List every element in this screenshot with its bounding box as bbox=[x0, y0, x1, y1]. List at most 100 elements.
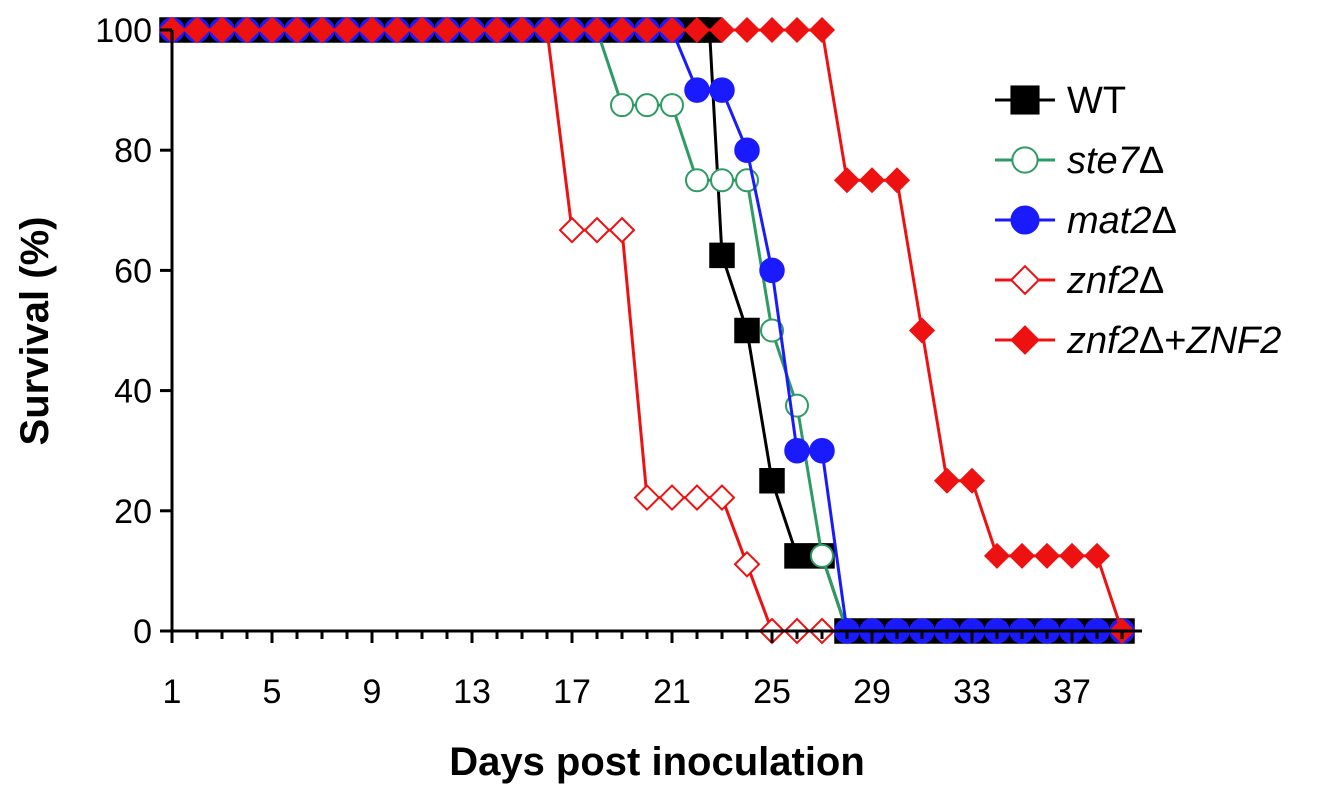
data-point bbox=[258, 16, 286, 44]
data-point bbox=[708, 16, 736, 44]
data-point bbox=[1083, 542, 1111, 569]
data-point bbox=[558, 16, 586, 44]
legend-label: znf2Δ bbox=[1066, 260, 1164, 302]
data-point bbox=[458, 16, 486, 44]
data-point bbox=[383, 16, 411, 44]
data-point bbox=[784, 543, 810, 569]
series-line-3 bbox=[172, 28, 822, 633]
data-point bbox=[784, 437, 810, 464]
data-point bbox=[710, 168, 734, 193]
x-tick-label: 33 bbox=[953, 673, 991, 711]
data-point bbox=[733, 550, 761, 578]
legend-item-2: mat2Δ bbox=[995, 200, 1177, 242]
data-point bbox=[734, 137, 760, 163]
data-point bbox=[783, 16, 811, 44]
data-point bbox=[734, 317, 760, 344]
data-point bbox=[883, 167, 911, 194]
series-line-4 bbox=[172, 28, 1124, 632]
data-point bbox=[610, 93, 634, 118]
data-point bbox=[583, 216, 611, 244]
data-point bbox=[958, 467, 986, 494]
data-point bbox=[808, 16, 836, 44]
data-point bbox=[635, 93, 659, 118]
data-point bbox=[608, 216, 636, 244]
data-point bbox=[685, 168, 709, 193]
data-point bbox=[760, 318, 784, 343]
data-point bbox=[708, 484, 736, 511]
data-point bbox=[709, 242, 735, 269]
y-tick-label: 20 bbox=[114, 493, 152, 531]
x-tick-label: 29 bbox=[853, 673, 891, 711]
data-point bbox=[933, 467, 961, 494]
legend-label: ste7Δ bbox=[1067, 140, 1164, 182]
x-tick-label: 37 bbox=[1053, 673, 1091, 711]
data-point bbox=[208, 16, 236, 44]
y-tick-label: 40 bbox=[114, 373, 152, 411]
x-tick-label: 13 bbox=[453, 673, 491, 711]
data-point bbox=[1058, 542, 1086, 569]
data-point bbox=[660, 93, 684, 118]
data-point bbox=[709, 77, 735, 103]
legend-item-4: znf2Δ+ZNF2 bbox=[995, 320, 1281, 362]
legend-label: WT bbox=[1067, 80, 1126, 122]
data-point bbox=[1008, 542, 1036, 569]
data-point bbox=[733, 16, 761, 44]
series-4 bbox=[158, 16, 1136, 645]
data-point bbox=[358, 16, 386, 44]
data-point bbox=[1033, 542, 1061, 569]
legend-item-3: znf2Δ bbox=[995, 260, 1164, 302]
data-point bbox=[809, 437, 835, 464]
x-tick-label: 9 bbox=[363, 673, 382, 711]
legend-item-1: ste7Δ bbox=[995, 140, 1164, 182]
series-3 bbox=[158, 16, 836, 645]
series-line-1 bbox=[172, 28, 1122, 633]
data-point bbox=[658, 484, 686, 511]
data-point bbox=[759, 468, 785, 494]
data-point bbox=[408, 16, 436, 44]
data-point bbox=[833, 167, 861, 194]
y-tick-label: 0 bbox=[133, 613, 152, 651]
legend-label: mat2Δ bbox=[1067, 200, 1177, 242]
data-point bbox=[683, 484, 711, 511]
data-point bbox=[608, 16, 636, 44]
data-point bbox=[684, 77, 710, 103]
data-point bbox=[233, 16, 261, 44]
x-axis-title: Days post inoculation bbox=[449, 740, 865, 784]
data-point bbox=[658, 16, 686, 44]
x-tick-label: 1 bbox=[163, 673, 182, 711]
series-1 bbox=[160, 18, 1134, 643]
legend-marker bbox=[1009, 264, 1041, 296]
data-point bbox=[333, 16, 361, 44]
legend-marker bbox=[1010, 325, 1040, 355]
x-tick-label: 5 bbox=[263, 673, 282, 711]
x-tick-label: 21 bbox=[653, 673, 691, 711]
data-point bbox=[583, 16, 611, 44]
legend-marker bbox=[1011, 146, 1039, 174]
y-tick-label: 100 bbox=[95, 12, 152, 50]
axes-layer bbox=[170, 30, 1142, 633]
y-tick-label: 60 bbox=[114, 252, 152, 290]
data-point bbox=[558, 216, 586, 244]
series-line-2 bbox=[172, 28, 1122, 633]
data-point bbox=[633, 484, 661, 511]
data-point bbox=[858, 167, 886, 194]
data-point bbox=[683, 16, 711, 44]
legend-item-0: WT bbox=[995, 80, 1126, 122]
legend-marker bbox=[1010, 205, 1040, 235]
ticks-layer: 0 20 40 60 80 100 1 5 9 13 17 21 25 29 33 37 bbox=[95, 12, 1124, 711]
data-point bbox=[983, 542, 1011, 569]
data-point bbox=[633, 16, 661, 44]
legend-marker bbox=[1010, 85, 1040, 115]
data-point bbox=[758, 16, 786, 44]
data-point bbox=[810, 543, 834, 568]
data-point bbox=[759, 257, 785, 284]
data-point bbox=[433, 16, 461, 44]
data-point bbox=[908, 317, 936, 344]
data-point bbox=[183, 16, 211, 44]
y-tick-label: 80 bbox=[114, 132, 152, 170]
data-point bbox=[508, 16, 536, 44]
x-tick-label: 25 bbox=[753, 673, 791, 711]
y-axis-title: Survival (%) bbox=[13, 217, 57, 446]
data-point bbox=[308, 16, 336, 44]
